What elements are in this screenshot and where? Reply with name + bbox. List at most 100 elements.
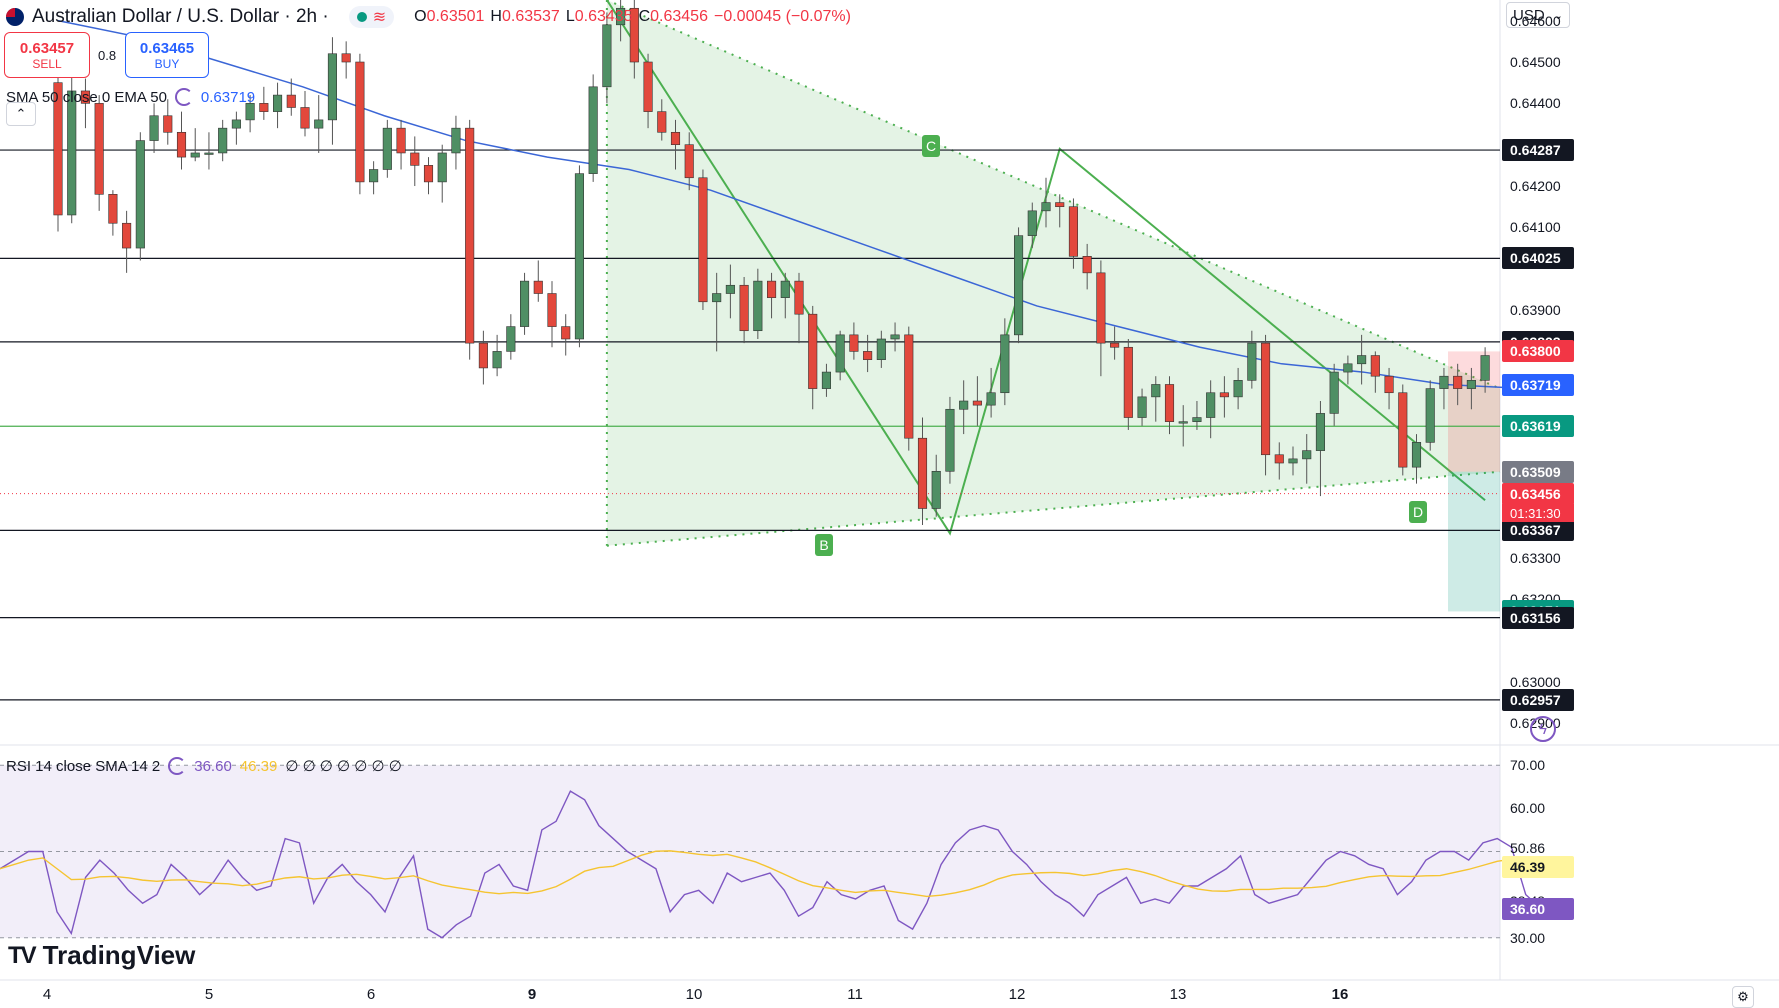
candle-body — [1123, 346, 1133, 418]
candle-body — [410, 152, 420, 166]
candle-body — [369, 169, 379, 183]
candle-body — [437, 152, 447, 183]
market-open-dot-icon — [356, 12, 367, 22]
candle-body — [629, 7, 639, 63]
candle-body — [588, 86, 598, 174]
candle-body — [135, 140, 145, 249]
candle-body — [849, 334, 859, 352]
candle-body — [876, 338, 886, 360]
candle-body — [931, 470, 941, 509]
settings-icon: ⚙ — [1737, 989, 1749, 1004]
candle-body — [1206, 392, 1216, 418]
rsi-sma-line — [0, 850, 1541, 898]
candle-body — [1068, 206, 1078, 257]
ma-value: 0.63719 — [200, 88, 256, 106]
candle-body — [245, 103, 255, 121]
ohlc-open: O0.63501 — [414, 8, 485, 25]
ohlc-change: −0.00045 (−0.07%) — [713, 8, 851, 25]
refresh-icon[interactable] — [174, 88, 193, 106]
rsi-refresh-icon[interactable] — [168, 757, 187, 775]
price-axis-label: 0.64500 — [1510, 54, 1561, 70]
price-badge: 0.63719 — [1502, 373, 1574, 396]
candles — [53, 0, 1490, 526]
rsi-indicator-legend[interactable]: RSI 14 close SMA 14 2 36.60 46.39 ∅ ∅ ∅ … — [6, 755, 402, 777]
price-badge: 0.63367 — [1502, 519, 1574, 542]
sell-button[interactable]: 0.63457 SELL — [4, 32, 90, 78]
bar-countdown: 01:31:30 — [1502, 504, 1574, 522]
candle-body — [1398, 392, 1408, 468]
candle-body — [863, 351, 873, 360]
candle-body — [1302, 450, 1312, 460]
candle-body — [561, 326, 571, 340]
ohlc-high: H0.63537 — [490, 8, 560, 25]
price-axis-label: 0.63900 — [1510, 302, 1561, 319]
candle-body — [259, 103, 269, 112]
pattern-point-c[interactable]: C — [922, 135, 940, 157]
price-badge: 0.64025 — [1502, 247, 1574, 270]
candle-body — [972, 400, 982, 406]
rsi-badge: 46.39 — [1502, 856, 1574, 879]
buy-price: 0.63465 — [139, 39, 195, 57]
candle-body — [231, 119, 241, 129]
market-status-pill[interactable]: ≋ — [348, 6, 395, 28]
candle-body — [1014, 235, 1024, 336]
tradingview-logo[interactable]: TV TradingView — [8, 940, 195, 971]
stop-zone — [1448, 351, 1500, 472]
currency-select[interactable]: USD ⌄ — [1506, 2, 1570, 28]
candle-body — [1192, 417, 1202, 422]
candle-body — [1110, 342, 1120, 348]
symbol-legend: Australian Dollar / U.S. Dollar · 2h · ≋… — [6, 4, 851, 30]
price-axis-label: 0.64100 — [1510, 219, 1561, 236]
candle-body — [1329, 371, 1339, 414]
candle-body — [1055, 202, 1065, 208]
rsi-value: 36.60 — [194, 757, 232, 775]
tradingview-mark-icon: TV — [8, 941, 37, 969]
candle-body — [1151, 384, 1161, 398]
candle-body — [767, 280, 777, 298]
candle-body — [602, 24, 612, 88]
collapse-legend-button[interactable]: ⌃ — [6, 102, 36, 126]
ohlc-readout: O0.63501 H0.63537 L0.63435 C0.63456 −0.0… — [414, 8, 851, 26]
candle-body — [286, 94, 296, 108]
price-axis-label: 0.64400 — [1510, 95, 1561, 112]
candle-body — [1082, 256, 1092, 274]
candle-body — [1096, 272, 1106, 344]
candle-body — [273, 94, 283, 112]
buy-button[interactable]: 0.63465 BUY — [125, 32, 209, 78]
candle-body — [794, 280, 804, 315]
symbol-title[interactable]: Australian Dollar / U.S. Dollar · 2h · — [32, 6, 329, 27]
candle-body — [1261, 342, 1271, 456]
candle-body — [657, 111, 667, 133]
candle-body — [1000, 334, 1010, 394]
candle-body — [1233, 380, 1243, 398]
rsi-sma-value: 46.39 — [239, 757, 278, 775]
candle-body — [1164, 384, 1175, 422]
candle-body — [382, 127, 392, 170]
pattern-fill — [606, 0, 1500, 546]
time-axis-label: 13 — [1169, 986, 1187, 1003]
time-axis-label: 11 — [847, 986, 863, 1003]
ma-indicator-legend[interactable]: SMA 50 close 0 EMA 50 0.63719 — [6, 86, 255, 108]
pattern-point-b[interactable]: B — [815, 534, 833, 556]
time-axis-label: 16 — [1331, 986, 1349, 1003]
candle-body — [122, 222, 132, 249]
candle-body — [1453, 375, 1463, 389]
sma50-line — [57, 19, 1527, 390]
axis-settings-button[interactable]: ⚙ — [1732, 986, 1754, 1008]
candle-body — [451, 127, 461, 154]
candle-body — [533, 280, 543, 294]
sell-label: SELL — [32, 56, 62, 71]
candle-body — [1384, 375, 1394, 394]
candle-body — [300, 107, 310, 129]
pattern-point-d[interactable]: D — [1409, 501, 1427, 523]
candle-body — [80, 90, 90, 104]
currency-label: USD — [1513, 6, 1545, 24]
candle-body — [725, 284, 735, 294]
lightning-icon[interactable]: ϟ — [1530, 716, 1556, 742]
candle-body — [712, 293, 722, 303]
rsi-extra-values: ∅ ∅ ∅ ∅ ∅ ∅ ∅ — [285, 758, 402, 775]
candle-body — [574, 173, 584, 340]
candle-body — [904, 334, 914, 439]
candle-body — [355, 61, 365, 183]
